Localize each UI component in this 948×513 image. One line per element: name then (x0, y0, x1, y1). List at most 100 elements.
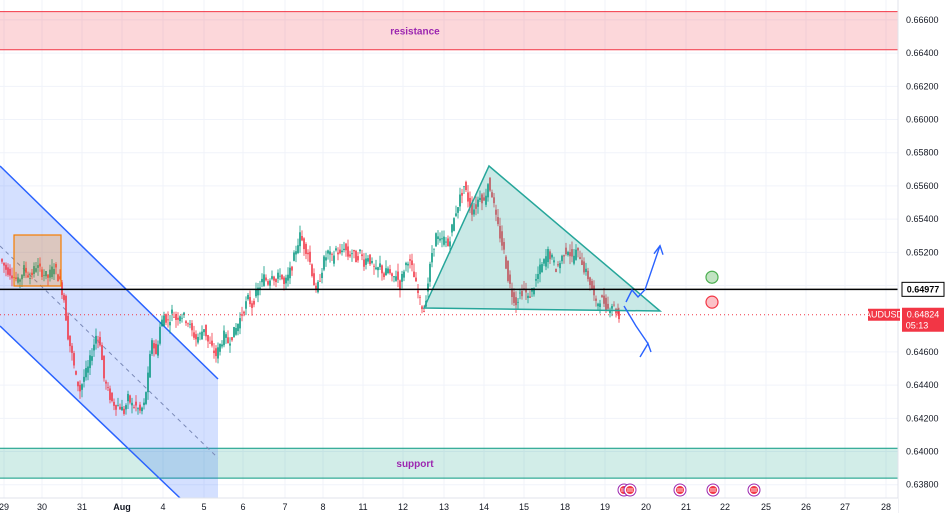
economic-event-icon[interactable] (747, 483, 761, 497)
candle-body (55, 264, 57, 268)
candle-body (563, 255, 565, 257)
candle-body (387, 268, 389, 274)
candle-body (267, 281, 269, 285)
candle-body (25, 267, 27, 273)
candle-body (507, 260, 509, 281)
candle-body (373, 265, 375, 267)
channel-upper-line[interactable] (0, 165, 219, 380)
economic-event-icon[interactable] (673, 483, 687, 497)
y-tick-label: 0.65200 (906, 247, 939, 257)
candle-body (147, 372, 149, 393)
candle-body (505, 256, 507, 269)
x-tick-label: 29 (0, 502, 9, 512)
candle-body (197, 337, 199, 343)
candle-body (165, 314, 167, 323)
channel-lower-line[interactable] (0, 325, 181, 499)
candle-body (379, 263, 381, 268)
economic-event-icon[interactable] (706, 483, 720, 497)
candle-body (333, 255, 335, 264)
economic-event-icon[interactable] (623, 483, 637, 497)
candle-body (253, 300, 255, 305)
time-axis-panel (0, 498, 898, 513)
candle-body (575, 249, 577, 260)
candle-body (89, 355, 91, 369)
event-icon-core (626, 486, 634, 494)
candle-body (533, 288, 535, 295)
candle-body (289, 267, 291, 279)
candle-body (59, 276, 61, 279)
candle-body (557, 264, 559, 266)
candle-body (605, 297, 607, 311)
candle-body (609, 310, 611, 314)
candle-body (377, 267, 379, 271)
candle-body (265, 277, 267, 281)
candle-body (233, 327, 235, 338)
candle-body (53, 269, 55, 275)
bearish-projection-arrow[interactable] (623, 305, 649, 345)
candle-body (121, 406, 123, 411)
candle-body (171, 309, 173, 314)
candle-body (443, 236, 445, 245)
candle-body (423, 311, 425, 313)
candle-body (131, 402, 133, 406)
candle-body (435, 233, 437, 247)
candle-body (249, 297, 251, 305)
x-tick-label: 19 (600, 502, 610, 512)
candle-body (137, 408, 139, 410)
candle-body (335, 248, 337, 251)
candle-body (361, 254, 363, 257)
candle-body (217, 347, 219, 359)
candle-body (103, 355, 105, 379)
candle-body (215, 348, 217, 357)
drawings[interactable] (0, 164, 898, 358)
candle-body (225, 334, 227, 338)
descending-channel[interactable] (0, 165, 219, 499)
candle-body (551, 254, 553, 258)
candle-body (313, 273, 315, 286)
candle-body (155, 343, 157, 355)
candle-body (277, 272, 279, 279)
target-marker[interactable] (705, 270, 719, 284)
candle-body (397, 271, 399, 280)
event-icon-core (750, 486, 758, 494)
x-tick-label: 20 (641, 502, 651, 512)
candle-body (195, 334, 197, 340)
candle-body (317, 281, 319, 293)
support-label: support (396, 459, 434, 470)
candle-body (585, 268, 587, 273)
candle-body (497, 217, 499, 225)
stop-marker[interactable] (705, 295, 719, 309)
x-tick-label: Aug (113, 502, 131, 512)
candle-body (149, 354, 151, 378)
x-tick-label: 8 (320, 502, 325, 512)
candle-body (283, 277, 285, 284)
candle-body (323, 256, 325, 270)
candle-body (115, 405, 117, 410)
triangle-pattern[interactable] (422, 164, 663, 312)
candle-body (445, 241, 447, 243)
candle-body (243, 311, 245, 314)
candle-body (525, 289, 527, 293)
candle-body (325, 257, 327, 261)
candle-body (275, 278, 277, 283)
candle-body (31, 272, 33, 276)
key-level-price-text: 0.64977 (907, 284, 940, 294)
consolidation-box[interactable] (13, 234, 62, 287)
candle-body (133, 407, 135, 409)
x-tick-label: 22 (720, 502, 730, 512)
candle-body (483, 197, 485, 201)
candle-body (257, 287, 259, 296)
candle-body (595, 298, 597, 301)
candle-body (599, 303, 601, 307)
bullish-projection-arrow[interactable] (625, 245, 661, 303)
symbol-tag (868, 308, 900, 321)
candle-body (581, 260, 583, 266)
candle-body (347, 246, 349, 257)
candle-body (469, 197, 471, 208)
candle-body (355, 250, 357, 263)
candle-body (69, 335, 71, 347)
candle-body (207, 335, 209, 342)
